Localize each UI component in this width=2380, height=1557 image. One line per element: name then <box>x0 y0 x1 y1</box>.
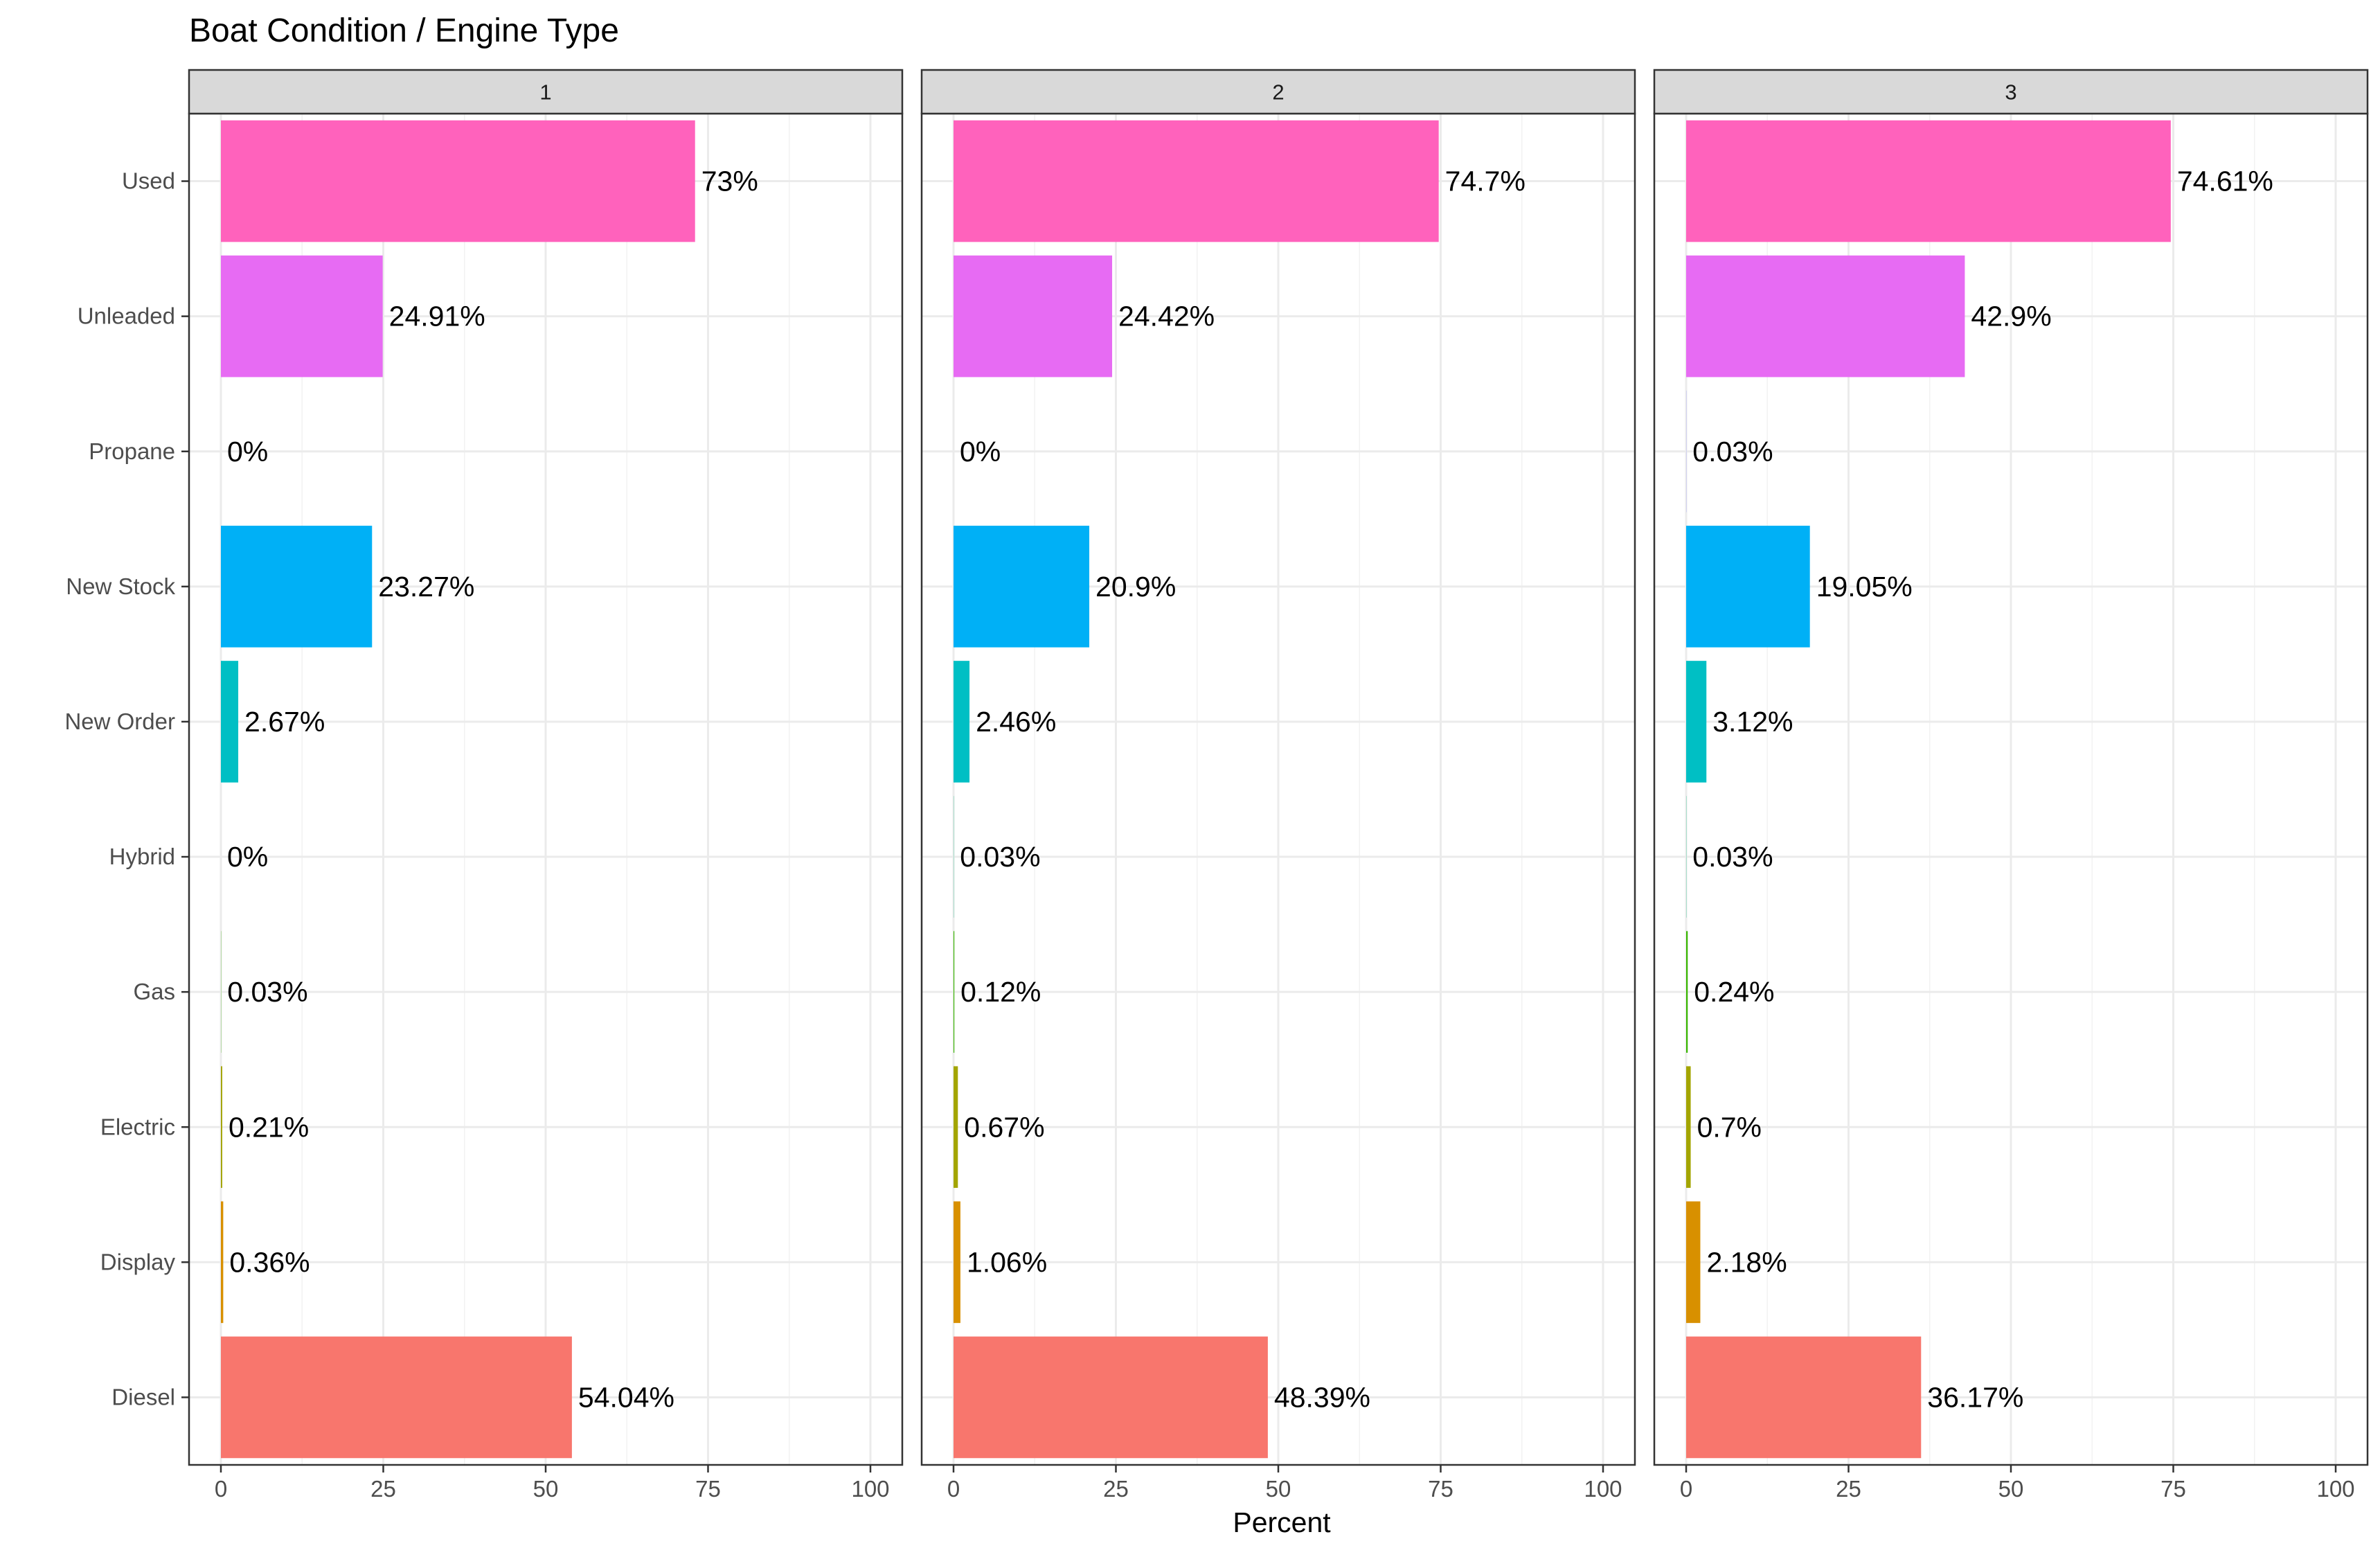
bar-unleaded <box>221 256 383 377</box>
bar-value-label: 54.04% <box>578 1381 674 1413</box>
facet-strip-label: 3 <box>2005 80 2016 105</box>
bar-value-label: 1.06% <box>967 1246 1047 1278</box>
bar-diesel <box>221 1337 572 1459</box>
bar-value-label: 2.18% <box>1706 1246 1787 1278</box>
facet-strip-label: 1 <box>539 80 551 105</box>
bar-electric <box>221 1066 222 1188</box>
bar-diesel <box>1686 1337 1921 1459</box>
x-tick-label: 50 <box>1998 1476 2024 1502</box>
bar-value-label: 0.21% <box>229 1111 309 1143</box>
bar-value-label: 0% <box>227 841 268 873</box>
x-tick-label: 75 <box>2160 1476 2186 1502</box>
bar-electric <box>1686 1066 1691 1188</box>
bar-value-label: 42.9% <box>1971 301 2051 332</box>
bar-used <box>1686 121 2171 242</box>
bar-used <box>954 121 1439 242</box>
bar-unleaded <box>954 256 1112 377</box>
x-tick-label: 75 <box>1428 1476 1453 1502</box>
x-tick-label: 75 <box>695 1476 721 1502</box>
y-tick-label: Used <box>122 168 175 194</box>
bar-value-label: 0.67% <box>964 1111 1044 1143</box>
bar-value-label: 0.03% <box>960 841 1040 873</box>
bar-value-label: 24.42% <box>1118 301 1215 332</box>
bar-value-label: 0.03% <box>1692 841 1773 873</box>
bar-value-label: 0.03% <box>227 976 307 1008</box>
bar-value-label: 20.9% <box>1095 571 1176 603</box>
x-tick-label: 25 <box>1836 1476 1861 1502</box>
bar-display <box>221 1202 223 1324</box>
y-tick-label: Diesel <box>111 1384 175 1409</box>
bar-value-label: 2.46% <box>976 706 1056 738</box>
x-tick-label: 0 <box>1680 1476 1692 1502</box>
panel-1: 73% 24.91% 0% 23.27% 2.67% 0% 0.03% 0.21% 0.36% 5… <box>189 70 902 1502</box>
bar-value-label: 23.27% <box>378 571 474 603</box>
bar-value-label: 0% <box>960 436 1001 468</box>
facet-strip-label: 2 <box>1272 80 1284 105</box>
bar-new-stock <box>221 526 372 648</box>
bar-value-label: 0.7% <box>1697 1111 1762 1143</box>
y-tick-label: Unleaded <box>78 303 175 329</box>
bar-value-label: 36.17% <box>1927 1381 2023 1413</box>
bar-value-label: 74.61% <box>2177 166 2273 197</box>
x-tick-label: 0 <box>215 1476 227 1502</box>
bar-value-label: 19.05% <box>1816 571 1913 603</box>
x-tick-label: 100 <box>851 1476 889 1502</box>
bar-new-order <box>1686 661 1706 783</box>
y-tick-label: New Stock <box>66 573 175 599</box>
x-tick-label: 0 <box>947 1476 960 1502</box>
x-tick-label: 25 <box>370 1476 396 1502</box>
bar-unleaded <box>1686 256 1965 377</box>
bar-electric <box>954 1066 958 1188</box>
bar-value-label: 73% <box>701 166 758 197</box>
x-tick-label: 50 <box>533 1476 559 1502</box>
bar-new-stock <box>1686 526 1810 648</box>
bar-value-label: 24.91% <box>389 301 485 332</box>
panel-3: 74.61% 42.9% 0.03% 19.05% 3.12% 0.03% 0.24% 0.7… <box>1654 70 2368 1502</box>
x-tick-label: 100 <box>2316 1476 2354 1502</box>
bar-value-label: 3.12% <box>1712 706 1793 738</box>
bar-value-label: 74.7% <box>1445 166 1525 197</box>
y-tick-label: Display <box>100 1249 176 1274</box>
y-tick-label: Propane <box>89 438 175 464</box>
bar-display <box>954 1202 960 1324</box>
x-tick-label: 50 <box>1266 1476 1291 1502</box>
bar-diesel <box>954 1337 1268 1459</box>
panel-2: 74.7% 24.42% 0% 20.9% 2.46% 0.03% 0.12% 0.67% 1.… <box>922 70 1635 1502</box>
bar-value-label: 0.03% <box>1692 436 1773 468</box>
x-tick-label: 25 <box>1103 1476 1129 1502</box>
y-tick-label: New Order <box>64 709 175 734</box>
y-tick-label: Hybrid <box>109 844 175 869</box>
bar-value-label: 0.36% <box>229 1246 310 1278</box>
bar-new-order <box>221 661 238 783</box>
bar-display <box>1686 1202 1700 1324</box>
y-tick-label: Electric <box>100 1114 175 1139</box>
y-tick-label: Gas <box>133 979 175 1004</box>
bar-value-label: 2.67% <box>244 706 325 738</box>
bar-new-stock <box>954 526 1089 648</box>
x-tick-label: 100 <box>1584 1476 1622 1502</box>
bar-value-label: 0% <box>227 436 268 468</box>
bar-value-label: 0.24% <box>1694 976 1774 1008</box>
bar-new-order <box>954 661 969 783</box>
bar-value-label: 0.12% <box>960 976 1041 1008</box>
chart-title: Boat Condition / Engine Type <box>189 12 619 49</box>
bar-used <box>221 121 695 242</box>
x-axis-title: Percent <box>1233 1506 1331 1538</box>
bar-gas <box>1686 931 1688 1053</box>
bar-value-label: 48.39% <box>1274 1381 1370 1413</box>
